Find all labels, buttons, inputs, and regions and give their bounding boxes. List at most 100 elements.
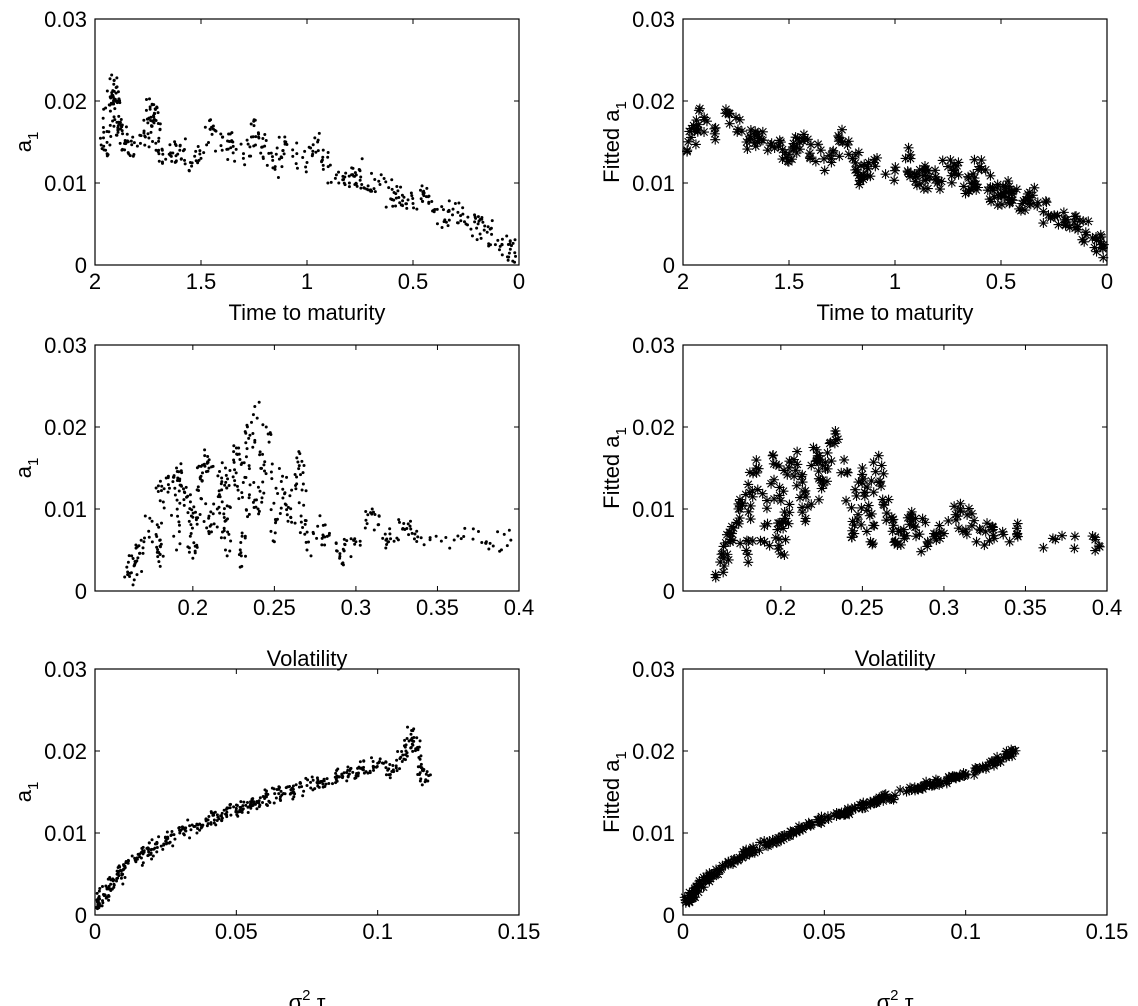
data-point — [277, 176, 280, 179]
data-point — [145, 109, 148, 112]
data-point — [412, 206, 415, 209]
data-point — [289, 788, 292, 791]
data-point — [133, 578, 136, 581]
data-point — [367, 184, 370, 187]
data-point — [276, 146, 279, 149]
data-point — [295, 482, 298, 485]
data-point — [265, 472, 268, 475]
data-point — [239, 806, 242, 809]
data-point — [292, 784, 295, 787]
data-point — [150, 848, 153, 851]
data-point — [205, 470, 208, 473]
data-point — [372, 187, 375, 190]
y-tick-label: 0 — [75, 253, 87, 278]
data-point — [302, 790, 305, 793]
data-point — [206, 824, 209, 827]
data-point — [413, 532, 416, 535]
data-point — [1077, 235, 1087, 245]
x-tick-label: 0.2 — [766, 595, 797, 620]
data-point — [280, 507, 283, 510]
data-point — [184, 137, 187, 140]
data-point — [320, 543, 323, 546]
data-point — [724, 108, 734, 118]
data-point — [249, 807, 252, 810]
x-tick-label: 0 — [1101, 269, 1113, 294]
data-point — [376, 765, 379, 768]
data-point — [173, 838, 176, 841]
data-point — [139, 142, 142, 145]
data-point — [381, 761, 384, 764]
data-point — [334, 177, 337, 180]
data-point — [123, 865, 126, 868]
data-point — [801, 821, 811, 831]
data-point — [220, 482, 223, 485]
data-point — [179, 829, 182, 832]
data-point — [134, 544, 137, 547]
data-point — [236, 815, 239, 818]
data-point — [190, 514, 193, 517]
data-point — [795, 493, 805, 503]
data-point — [273, 792, 276, 795]
data-point — [494, 243, 497, 246]
data-point — [115, 76, 118, 79]
data-point — [207, 530, 210, 533]
data-point — [109, 96, 112, 99]
data-point — [737, 500, 747, 510]
panel-p2: 2 1.5 1 0.5 000.010.020.03Time to maturityFi… — [599, 7, 1113, 325]
data-point — [301, 489, 304, 492]
y-axis-label: a1 — [11, 132, 42, 153]
data-point — [425, 187, 428, 190]
data-point — [142, 552, 145, 555]
y-tick-label: 0.03 — [632, 657, 675, 682]
data-point — [854, 147, 864, 157]
data-point — [208, 515, 211, 518]
data-point — [457, 201, 460, 204]
x-axis-label: Time to maturity — [817, 300, 974, 325]
data-point — [281, 475, 284, 478]
data-point — [792, 148, 802, 158]
data-point — [299, 531, 302, 534]
data-point — [993, 755, 1003, 765]
data-point — [120, 118, 123, 121]
data-point — [701, 871, 711, 881]
data-point — [276, 788, 279, 791]
data-point — [295, 783, 298, 786]
x-axis-label: Time to maturity — [229, 300, 386, 325]
data-point — [102, 145, 105, 148]
data-point — [302, 482, 305, 485]
data-point — [143, 851, 146, 854]
data-point — [703, 874, 713, 884]
x-axis-label: σ2Fτ — [877, 987, 914, 1006]
data-point — [258, 510, 261, 513]
data-point — [426, 770, 429, 773]
data-point — [942, 777, 952, 787]
panel-p3: 0.2 0.25 0.3 0.35 0.400.010.020.03Volatility… — [11, 333, 534, 671]
data-point — [419, 739, 422, 742]
data-point — [153, 112, 156, 115]
data-point — [147, 136, 150, 139]
data-point — [989, 192, 999, 202]
y-axis-label: a1 — [11, 782, 42, 803]
data-point — [354, 171, 357, 174]
data-point — [778, 831, 788, 841]
data-point — [176, 515, 179, 518]
data-point — [323, 543, 326, 546]
data-point — [241, 531, 244, 534]
data-point — [209, 525, 212, 528]
data-point — [106, 141, 109, 144]
data-point — [302, 504, 305, 507]
data-point — [113, 115, 116, 118]
data-point — [899, 531, 909, 541]
data-point — [1005, 537, 1015, 547]
data-point — [412, 202, 415, 205]
data-point — [477, 530, 480, 533]
data-point — [298, 464, 301, 467]
data-point — [364, 519, 367, 522]
data-point — [104, 885, 107, 888]
panel-p5: 00.050.10.1500.010.020.03σ2Fτa1 — [11, 657, 540, 1006]
data-point — [691, 139, 701, 149]
data-point — [267, 433, 270, 436]
data-point — [397, 518, 400, 521]
data-point — [961, 525, 971, 535]
data-point — [361, 767, 364, 770]
